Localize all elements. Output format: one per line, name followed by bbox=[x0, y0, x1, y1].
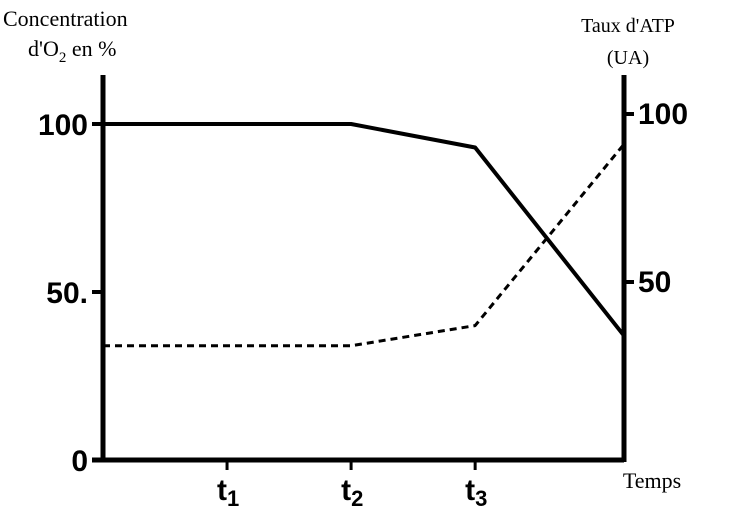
x-tick-label: t1 bbox=[217, 474, 239, 511]
y-right-ticks: 50 100 bbox=[624, 98, 688, 299]
y-left-tick-label: 100 bbox=[38, 109, 88, 142]
y-right-axis-title-line1: Taux d'ATP bbox=[581, 15, 675, 37]
y-left-ticks: 0 50. 100 bbox=[38, 109, 103, 478]
x-tick-label: t2 bbox=[341, 474, 363, 511]
x-ticks: t1 t2 t3 bbox=[217, 460, 487, 511]
atp-series-line bbox=[103, 143, 626, 348]
y-left-tick-label: 50. bbox=[46, 277, 88, 310]
y-left-axis-title-line1: Concentration bbox=[3, 6, 128, 31]
y-right-tick-label: 100 bbox=[638, 98, 688, 131]
y-right-axis-title-line2: (UA) bbox=[607, 47, 649, 69]
y-left-tick-label: 0 bbox=[71, 445, 88, 478]
x-tick-label: t3 bbox=[465, 474, 487, 511]
series-layer bbox=[103, 122, 626, 348]
oxygen-series-line bbox=[103, 122, 626, 337]
y-right-tick-label: 50 bbox=[638, 266, 671, 299]
x-axis-title: Temps bbox=[623, 468, 681, 493]
y-left-axis-title-line2: d'O2 en % bbox=[28, 36, 116, 66]
